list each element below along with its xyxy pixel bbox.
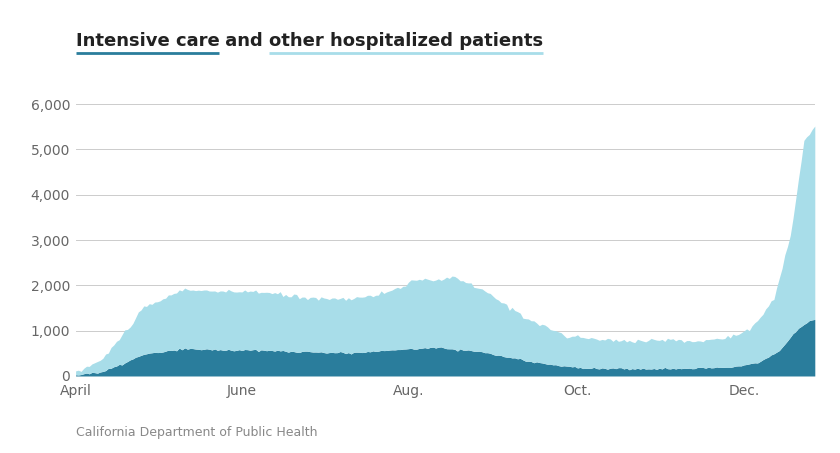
Text: Intensive care: Intensive care [76, 32, 219, 50]
Text: and: and [219, 32, 270, 50]
Text: other hospitalized patients: other hospitalized patients [270, 32, 543, 50]
Text: California Department of Public Health: California Department of Public Health [76, 426, 318, 439]
